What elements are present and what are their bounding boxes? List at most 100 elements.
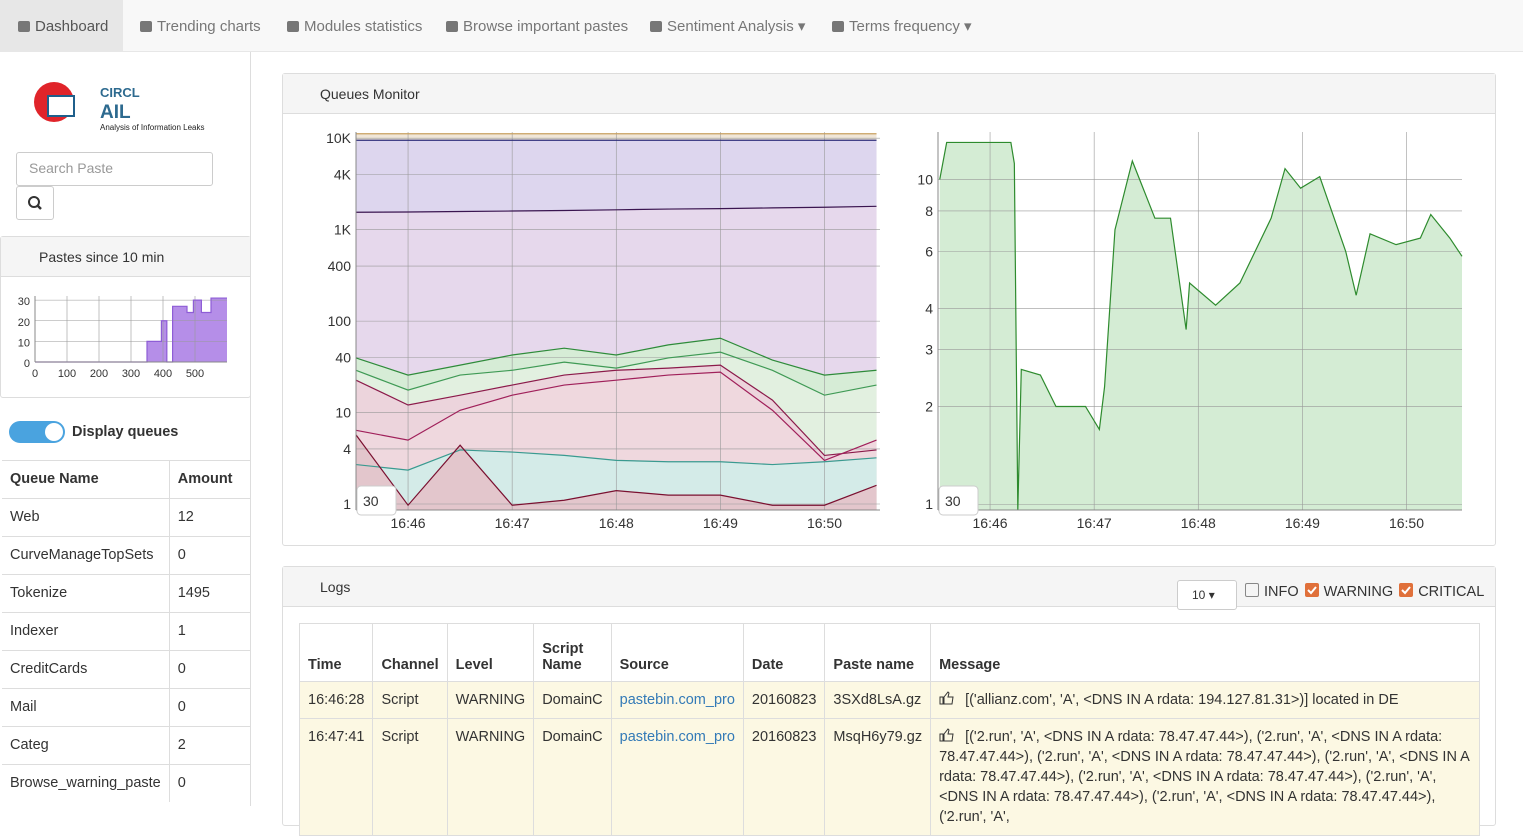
y-tick-label: 10 [18, 337, 30, 349]
column-header: Amount [168, 460, 250, 499]
cell: 3SXd8LsA.gz [824, 681, 932, 719]
line [355, 364, 877, 457]
y-tick-label: 20 [18, 317, 30, 329]
y-tick-label: 1K [334, 222, 352, 238]
nav-item[interactable]: Trending charts [140, 0, 261, 51]
y-tick-label: 40 [335, 350, 351, 366]
cell: Script [372, 681, 448, 719]
cell-text: WARNING [455, 692, 526, 708]
x-tick-label: 500 [186, 368, 204, 380]
cell: pastebin.com_pro [610, 718, 744, 836]
cell: MsqH6y79.gz [824, 718, 932, 836]
x-tick-label: 16:46 [973, 515, 1008, 531]
search-input[interactable]: Search Paste [16, 152, 213, 186]
logo-shape [47, 95, 75, 117]
column-header: Queue Name [2, 460, 170, 499]
page-size-select[interactable]: 10 ▾ [1177, 580, 1237, 610]
x-tick-label: 16:50 [807, 515, 842, 531]
cell-text: 20160823 [751, 729, 817, 745]
panel-title: Queues Monitor [283, 74, 1495, 114]
cell: Web [2, 498, 170, 537]
cell: 16:46:28 [298, 681, 374, 719]
nav-item[interactable]: Dashboard [0, 0, 123, 51]
x-tick-label: 16:49 [1285, 515, 1320, 531]
y-tick-label: 10K [326, 130, 352, 146]
nav-item[interactable]: Terms frequency ▾ [832, 0, 972, 51]
column-header: Message [930, 623, 1480, 682]
nav-label: Sentiment Analysis [667, 18, 794, 35]
pastes-panel: Pastes since 10 min 0 10 20 30 0 100 200 300 400… [0, 236, 251, 398]
cell: 0 [168, 650, 250, 689]
source-link: pastebin.com_pro [619, 692, 735, 708]
cell: 0 [168, 764, 250, 802]
cell: Categ [2, 726, 170, 765]
x-tick-label: 16:47 [495, 515, 530, 531]
x-tick-label: 16:50 [1389, 515, 1424, 531]
cell: Browse_warning_paste [2, 764, 170, 802]
checkbox[interactable] [1245, 583, 1259, 597]
line [355, 371, 877, 462]
y-tick-label: 6 [925, 244, 933, 260]
queue-row: Browse_warning_paste 0 [2, 764, 250, 802]
x-tick-label: 0 [32, 368, 38, 380]
y-tick-label: 1 [925, 496, 933, 512]
icon [446, 21, 458, 32]
cell: Mail [2, 688, 170, 727]
cell: 1495 [168, 574, 250, 613]
thumb-icon [939, 728, 954, 742]
queue-row: CreditCards 0 [2, 650, 250, 689]
line [355, 337, 877, 376]
x-tick-label: 16:49 [703, 515, 738, 531]
nav-item[interactable]: Sentiment Analysis ▾ [650, 0, 805, 51]
logo-org: CIRCL [100, 85, 140, 100]
line [939, 141, 1463, 511]
column-header: Script Name [533, 623, 612, 682]
cell-text: 20160823 [751, 692, 817, 708]
cell-text: [('2.run', 'A', <DNS IN A rdata: 78.47.4… [939, 729, 1470, 825]
thumb-icon [939, 691, 954, 705]
column-header: Level [446, 623, 535, 682]
cell-text: Script [381, 729, 419, 745]
column-header: Source [610, 623, 744, 682]
cell-text: 16:46:28 [308, 692, 365, 708]
checkbox[interactable] [1399, 583, 1414, 597]
cell: 2 [168, 726, 250, 765]
queue-row: Web 12 [2, 498, 250, 537]
checkbox[interactable] [1304, 583, 1319, 597]
nav-label: Trending charts [157, 18, 261, 35]
window-value: 30 [363, 493, 379, 509]
nav-label: Browse important pastes [463, 18, 629, 35]
y-tick-label: 1 [343, 496, 351, 512]
queues-panel: Queues Monitor 1 4 10 40 100 400 1K 4K 10K 16:46 1… [282, 73, 1496, 546]
icon [18, 21, 30, 32]
x-tick-label: 16:48 [599, 515, 634, 531]
cell: WARNING [446, 681, 535, 719]
cell-text: Script [381, 692, 419, 708]
y-tick-label: 100 [328, 313, 352, 329]
icon [832, 21, 844, 32]
window-badge [938, 485, 979, 516]
navbar: Dashboard Trending charts Modules statis… [0, 0, 1523, 52]
toggle[interactable] [9, 421, 65, 443]
line [355, 449, 877, 471]
cell-text: WARNING [455, 729, 526, 745]
line [35, 297, 227, 363]
y-tick-label: 4 [925, 301, 933, 317]
nav-item[interactable]: Modules statistics [287, 0, 422, 51]
area [356, 434, 877, 510]
search-button[interactable] [16, 186, 54, 220]
queues-charts: 1 4 10 40 100 400 1K 4K 10K 16:46 16:47 16:48 16:49 1… [326, 130, 1463, 531]
column-header: Time [298, 623, 374, 682]
nav-item[interactable]: Browse important pastes [446, 0, 628, 51]
cell-text: MsqH6y79.gz [833, 729, 923, 745]
cell: Indexer [2, 612, 170, 651]
queue-row: Tokenize 1495 [2, 574, 250, 613]
logs-table: Time Channel Level Script Name Source Date Pas… [298, 623, 1480, 836]
checkbox-label: WARNING [1323, 584, 1394, 600]
toggle-label: Display queues [72, 424, 179, 440]
column-header: Channel [372, 623, 448, 682]
cell: CurveManageTopSets [2, 536, 170, 575]
line [355, 434, 877, 507]
source-link: pastebin.com_pro [619, 729, 735, 745]
x-tick-label: 300 [122, 368, 140, 380]
